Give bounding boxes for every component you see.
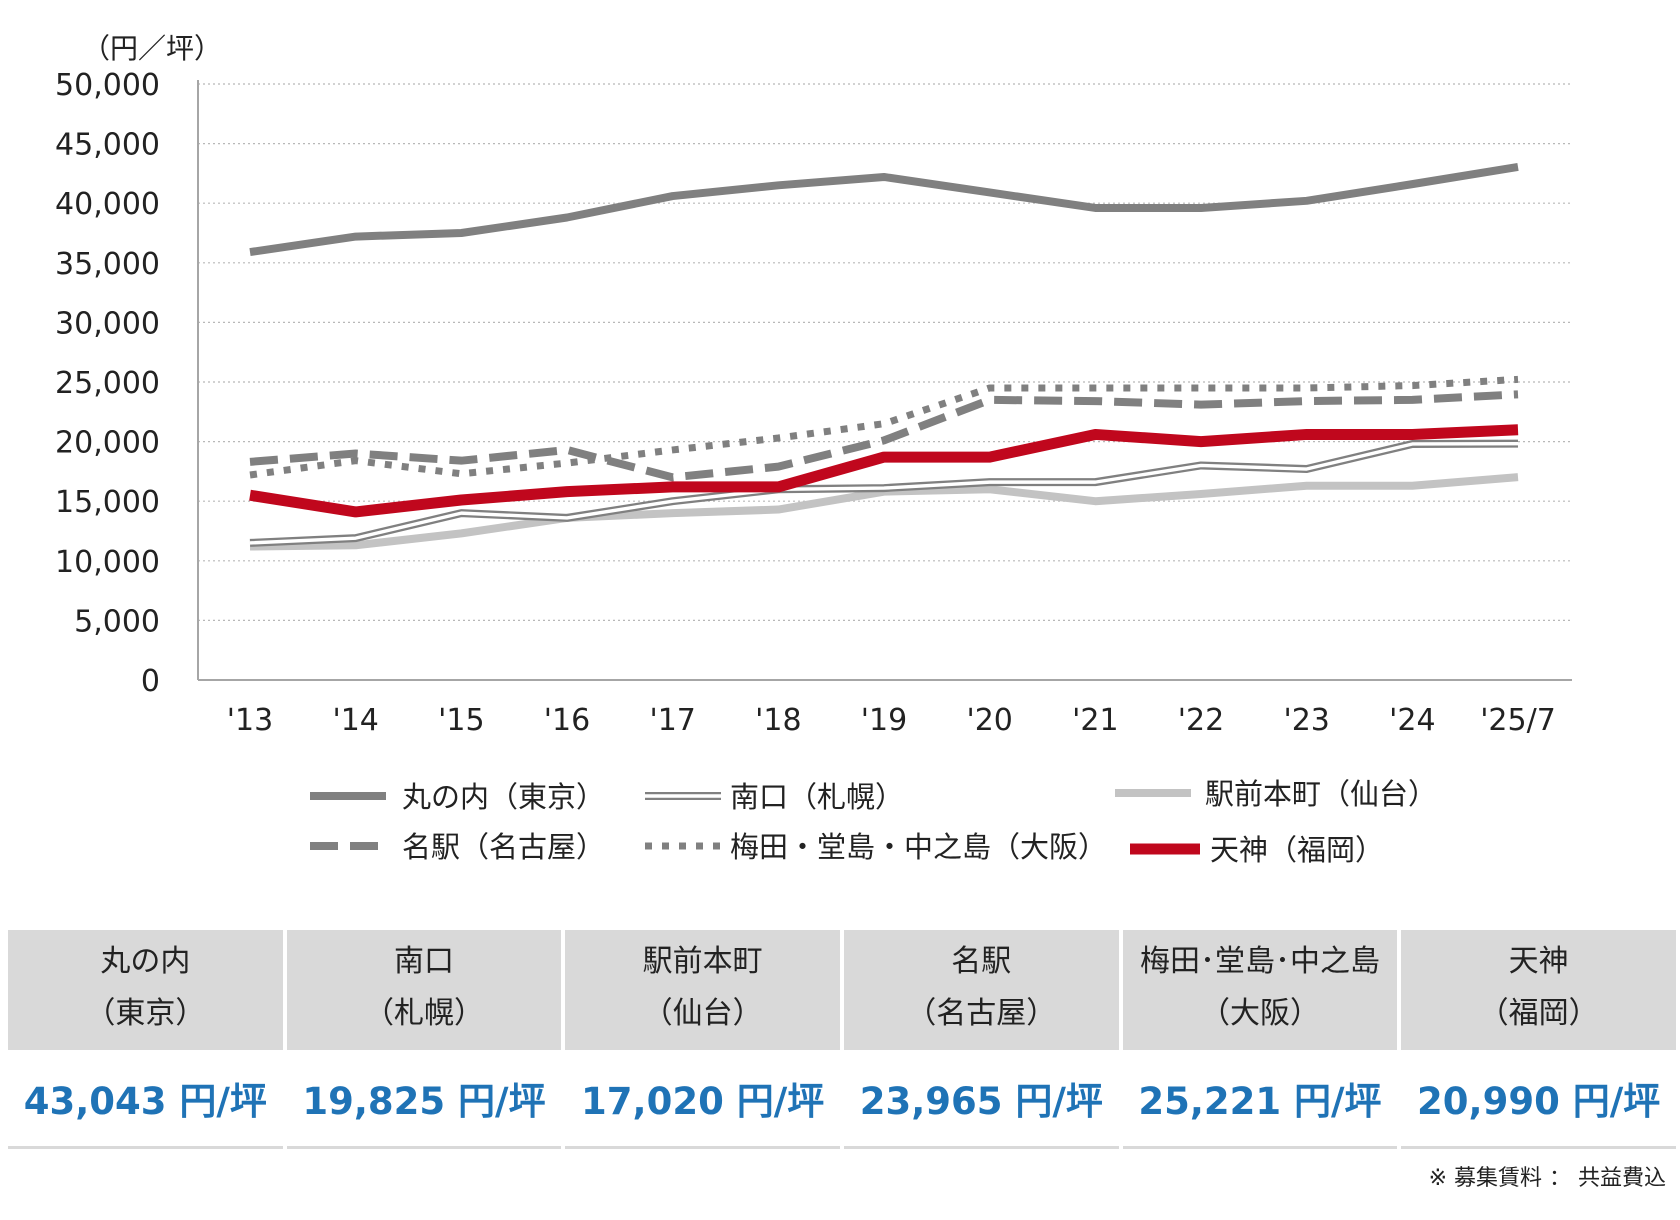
x-tick-label: '23 bbox=[1283, 703, 1329, 738]
series-line-inner bbox=[249, 441, 1519, 545]
x-tick-label: '13 bbox=[227, 703, 273, 738]
y-tick-label: 35,000 bbox=[55, 247, 160, 282]
y-tick-label: 25,000 bbox=[55, 366, 160, 401]
value-meieki: 23,965 円/坪 bbox=[843, 1046, 1119, 1149]
y-tick-label: 15,000 bbox=[55, 485, 160, 520]
value-marunouchi: 43,043 円/坪 bbox=[8, 1046, 283, 1149]
y-tick-label: 20,000 bbox=[55, 426, 160, 461]
series-line bbox=[249, 424, 1519, 518]
summary-header-row: 丸の内 （東京） 南口 （札幌） 駅前本町 （仙台） 名駅 （名古屋） 梅田･堂島･中之… bbox=[8, 930, 1676, 1046]
x-tick-label: '20 bbox=[966, 703, 1012, 738]
header-marunouchi: 丸の内 （東京） bbox=[8, 930, 283, 1046]
series-lines bbox=[249, 162, 1519, 551]
y-tick-label: 10,000 bbox=[55, 545, 160, 580]
legend-label: 駅前本町（仙台） bbox=[1205, 777, 1437, 811]
value-umeda: 25,221 円/坪 bbox=[1122, 1046, 1398, 1149]
x-tick-label: '15 bbox=[438, 703, 484, 738]
x-tick-label: '22 bbox=[1178, 703, 1224, 738]
series-line bbox=[249, 162, 1519, 257]
x-tick-label: '24 bbox=[1389, 703, 1435, 738]
y-tick-label: 30,000 bbox=[55, 306, 160, 341]
value-minamiguchi: 19,825 円/坪 bbox=[286, 1046, 562, 1149]
axes bbox=[197, 80, 1572, 681]
legend-label: 名駅（名古屋） bbox=[402, 830, 605, 864]
legend-label: 南口（札幌） bbox=[730, 780, 904, 814]
header-ekimaehonmachi: 駅前本町 （仙台） bbox=[565, 930, 840, 1046]
summary-table: 丸の内 （東京） 南口 （札幌） 駅前本町 （仙台） 名駅 （名古屋） 梅田･堂島･中之… bbox=[4, 930, 1680, 1149]
header-minamiguchi: 南口 （札幌） bbox=[286, 930, 562, 1046]
legend: 丸の内（東京） 南口（札幌） 駅前本町（仙台） 名駅（名古屋） 梅田・堂島・中之島（大阪… bbox=[310, 777, 1437, 867]
header-umeda: 梅田･堂島･中之島 （大阪） bbox=[1122, 930, 1398, 1046]
header-tenjin: 天神 （福岡） bbox=[1401, 930, 1676, 1046]
x-tick-label: '19 bbox=[861, 703, 907, 738]
y-tick-label: 5,000 bbox=[74, 604, 160, 639]
header-meieki: 名駅 （名古屋） bbox=[843, 930, 1119, 1046]
x-tick-label: '16 bbox=[544, 703, 590, 738]
x-tick-label: '21 bbox=[1072, 703, 1118, 738]
summary-value-row: 43,043 円/坪 19,825 円/坪 17,020 円/坪 23,965 … bbox=[8, 1046, 1676, 1149]
series-line bbox=[249, 390, 1519, 482]
value-ekimaehonmachi: 17,020 円/坪 bbox=[565, 1046, 840, 1149]
x-tick-label: '17 bbox=[649, 703, 695, 738]
line-chart: （円／坪） 0 5,000 10,000 15,000 20,000 25,000 30,0… bbox=[55, 32, 1572, 867]
y-tick-labels: 0 5,000 10,000 15,000 20,000 25,000 30,000 35,0… bbox=[55, 68, 160, 699]
y-unit-label: （円／坪） bbox=[82, 32, 222, 65]
x-tick-label: '25/7 bbox=[1480, 703, 1556, 738]
y-tick-label: 0 bbox=[141, 664, 160, 699]
legend-label: 天神（福岡） bbox=[1210, 833, 1384, 867]
legend-label: 丸の内（東京） bbox=[402, 780, 605, 814]
y-tick-label: 40,000 bbox=[55, 187, 160, 222]
y-tick-label: 45,000 bbox=[55, 128, 160, 163]
x-tick-labels: '13 '14 '15 '16 '17 '18 '19 '20 '21 '22 '23 '24 '25/… bbox=[227, 703, 1556, 738]
x-tick-label: '18 bbox=[755, 703, 801, 738]
legend-label: 梅田・堂島・中之島（大阪） bbox=[730, 830, 1107, 864]
y-tick-label: 50,000 bbox=[55, 68, 160, 103]
footnote: ※ 募集賃料 ： 共益費込 bbox=[1428, 1166, 1666, 1191]
x-tick-label: '14 bbox=[332, 703, 378, 738]
value-tenjin: 20,990 円/坪 bbox=[1401, 1046, 1676, 1149]
